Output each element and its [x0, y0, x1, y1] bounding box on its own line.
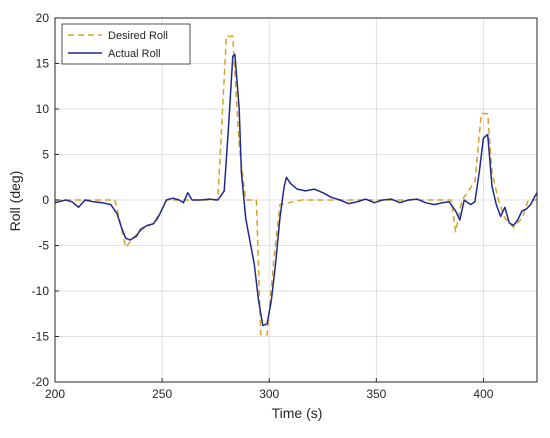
- y-tick-label: -5: [38, 239, 49, 253]
- legend-label-actual-roll: Actual Roll: [108, 48, 161, 60]
- x-tick-label: 250: [152, 387, 172, 401]
- x-axis: 200 250 300 350 400: [45, 378, 494, 401]
- series-layer: [54, 35, 538, 336]
- y-tick-label: 15: [36, 57, 50, 71]
- y-tick-label: 5: [42, 148, 49, 162]
- x-tick-label: 300: [259, 387, 279, 401]
- y-tick-label: -10: [32, 284, 50, 298]
- y-tick-label: -20: [32, 375, 50, 389]
- y-tick-label: -15: [32, 330, 50, 344]
- x-tick-label: 200: [45, 387, 65, 401]
- legend: Desired Roll Actual Roll: [61, 23, 191, 65]
- y-axis: -20 -15 -10 -5 0 5 10 15 20: [32, 11, 59, 389]
- y-tick-label: 10: [36, 102, 50, 116]
- y-tick-label: 20: [36, 11, 50, 25]
- legend-label-desired-roll: Desired Roll: [108, 30, 168, 42]
- y-tick-label: 0: [42, 193, 49, 207]
- legend-box: [61, 23, 191, 65]
- x-tick-label: 400: [473, 387, 493, 401]
- x-axis-label: Time (s): [272, 405, 323, 421]
- y-axis-label: Roll (deg): [7, 171, 23, 232]
- series-line-actual-roll: [54, 53, 538, 327]
- x-tick-label: 350: [366, 387, 386, 401]
